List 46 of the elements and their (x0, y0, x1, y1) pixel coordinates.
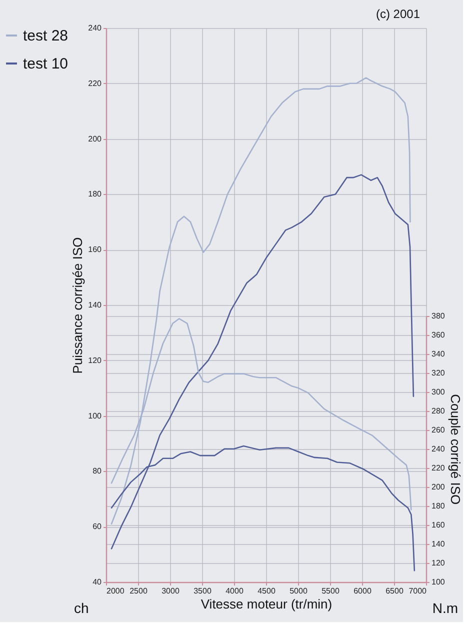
text: ch (74, 600, 89, 616)
y-tick-label: 80 (92, 466, 102, 476)
y-tick-label: 160 (88, 245, 102, 254)
x-tick-label: 4500 (258, 586, 276, 596)
y2-tick-label: 220 (432, 463, 446, 472)
legend-label: test 28 (23, 28, 68, 44)
y2-tick-label: 240 (432, 444, 446, 454)
y-tick-label: 200 (88, 134, 102, 144)
y2-tick-label: 120 (432, 558, 446, 568)
y2-tick-label: 360 (432, 330, 446, 340)
y2-tick-label: 340 (432, 349, 446, 358)
x-tick-label: 5500 (322, 586, 340, 596)
y-tick-label: 220 (88, 78, 102, 88)
x-tick-label: 6500 (386, 586, 404, 596)
x-tick-label: 2500 (130, 586, 148, 596)
y-tick-label: 180 (88, 190, 102, 199)
y2-tick-label: 380 (432, 311, 446, 320)
x-tick-label: 3000 (162, 586, 180, 596)
y-tick-label: 40 (92, 578, 102, 586)
x-tick-label: 3500 (194, 586, 212, 596)
y-tick-label: 140 (88, 300, 102, 310)
y2-tick-label: 100 (432, 578, 446, 586)
y2-tick-label: 160 (432, 520, 446, 530)
y2-tick-label: 300 (432, 387, 446, 396)
text: N.m (432, 600, 458, 616)
x-tick-label: 4000 (226, 586, 244, 596)
y-tick-label: 60 (92, 522, 102, 532)
y-axis-title: Puissance corrigée ISO (70, 237, 86, 374)
y2-tick-label: 140 (432, 539, 446, 548)
x-tick-label: 6000 (354, 586, 372, 596)
y2-tick-label: 280 (432, 406, 446, 416)
y2-axis-title: Couple corrigé ISO (448, 394, 463, 505)
x-tick-label: 5000 (290, 586, 308, 596)
y2-tick-label: 320 (432, 368, 446, 378)
text: (c) 2001 (376, 7, 420, 21)
y-tick-label: 100 (88, 411, 102, 420)
y2-tick-label: 180 (432, 501, 446, 510)
y2-tick-label: 260 (432, 425, 446, 434)
y-tick-label: 240 (88, 24, 102, 32)
x-tick-label: 7000 (408, 586, 428, 596)
legend-label: test 10 (23, 56, 68, 72)
x-tick-label: 2000 (106, 586, 125, 596)
y2-tick-label: 200 (432, 482, 446, 492)
y-tick-label: 120 (88, 356, 102, 365)
x-axis-title: Vitesse moteur (tr/min) (200, 596, 332, 612)
line-series (110, 77, 411, 524)
